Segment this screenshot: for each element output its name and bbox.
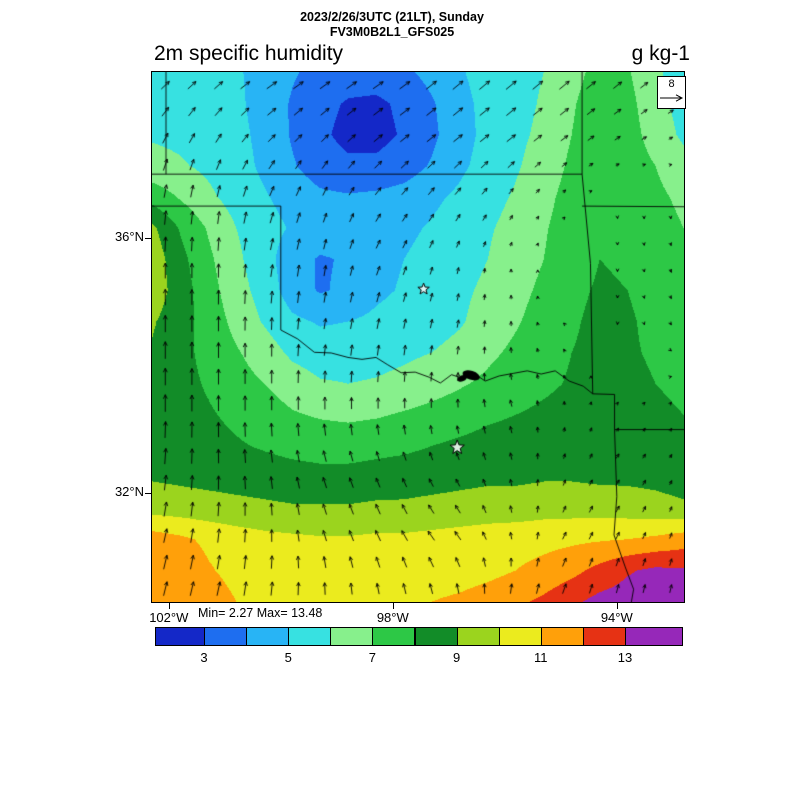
- colorbar-segment: [582, 627, 626, 646]
- lon-tick-mark: [616, 603, 618, 609]
- units-label: g kg-1: [631, 42, 690, 65]
- reference-arrow-icon: [660, 94, 684, 102]
- colorbar-tick-label: 11: [534, 650, 548, 665]
- humidity-map-canvas: [152, 72, 684, 602]
- forecast-datetime: 2023/2/26/3UTC (21LT), Sunday: [300, 10, 484, 24]
- model-run-id: FV3M0B2L1_GFS025: [329, 25, 455, 39]
- colorbar-tick-label: 5: [284, 650, 292, 665]
- colorbar-segment: [625, 627, 683, 646]
- colorbar-segment: [456, 627, 500, 646]
- plot-title: 2m specific humidity: [154, 42, 344, 65]
- colorbar-segment: [372, 627, 416, 646]
- reference-vector-value: 8: [668, 78, 675, 90]
- lat-axis-label: 36°N: [114, 229, 144, 245]
- colorbar-segment: [246, 627, 290, 646]
- colorbar-segment: [288, 627, 332, 646]
- lat-axis-label: 32°N: [114, 484, 144, 500]
- lon-tick-mark: [392, 603, 394, 609]
- lat-tick-mark: [145, 493, 151, 495]
- lon-axis-label: 102°W: [149, 610, 189, 625]
- colorbar: 3 5 7 9 11 13: [155, 627, 683, 665]
- colorbar-tick-label: 7: [368, 650, 376, 665]
- colorbar-segment: [414, 627, 458, 646]
- colorbar-tick-label: 13: [617, 650, 633, 665]
- colorbar-tick-label: 3: [200, 650, 208, 665]
- lon-axis-label: 98°W: [376, 610, 409, 625]
- colorbar-segment: [155, 627, 205, 646]
- colorbar-segment: [330, 627, 374, 646]
- minmax-stats: Min= 2.27 Max= 13.48: [198, 606, 323, 620]
- map-frame: 8: [151, 71, 686, 603]
- lon-axis-label: 94°W: [600, 610, 633, 625]
- colorbar-segment: [540, 627, 584, 646]
- colorbar-tick-label: 9: [452, 650, 461, 665]
- lon-tick-mark: [168, 603, 170, 609]
- colorbar-segment: [204, 627, 248, 646]
- colorbar-segment: [498, 627, 542, 646]
- reference-vector-box: 8: [657, 76, 686, 109]
- lat-tick-mark: [145, 238, 151, 240]
